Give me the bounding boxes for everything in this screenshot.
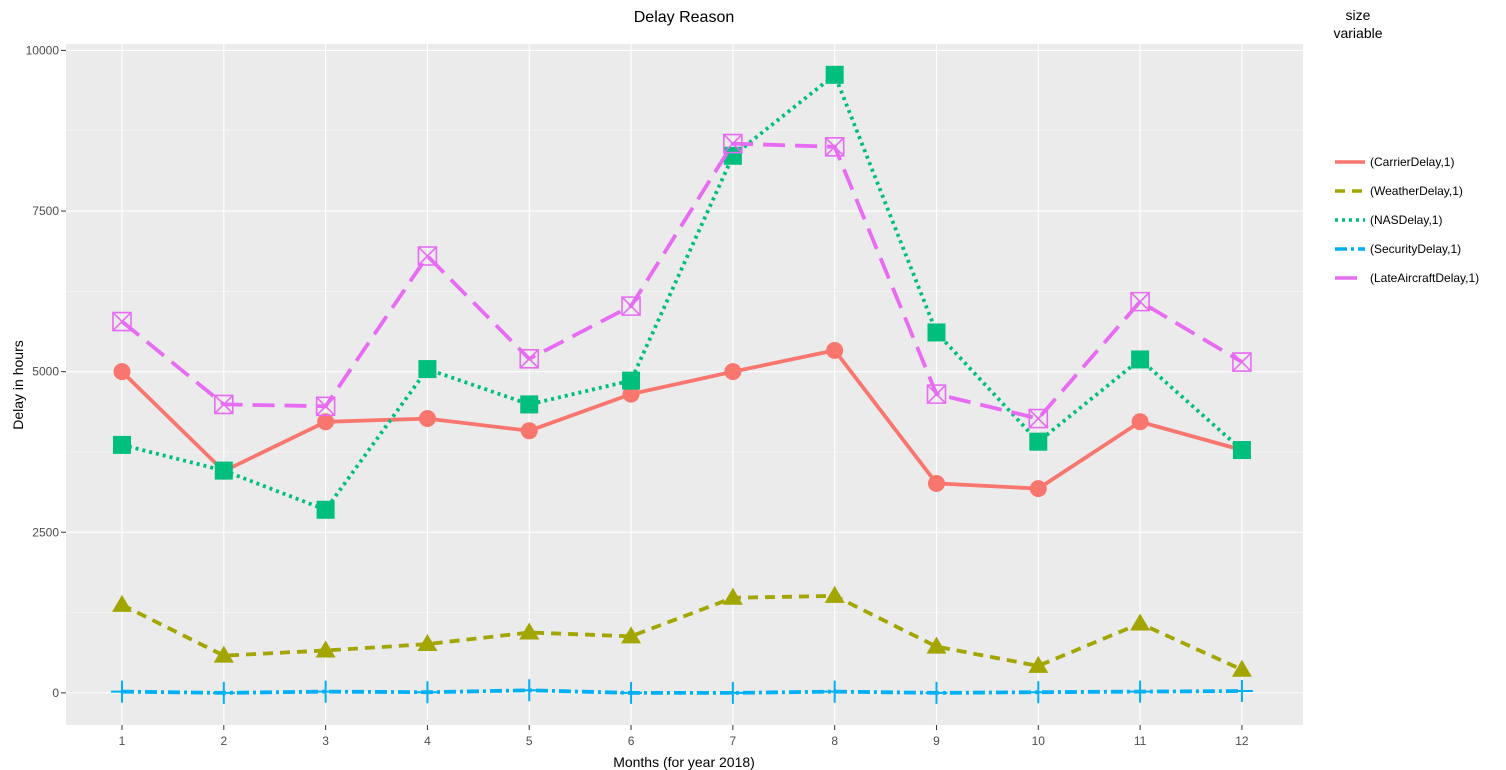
- data-point: [1232, 352, 1252, 372]
- legend-label: (NASDelay,1): [1370, 213, 1442, 227]
- x-tick-label: 5: [526, 734, 533, 748]
- x-tick-label: 11: [1134, 734, 1147, 748]
- x-tick-label: 9: [933, 734, 940, 748]
- data-point: [1131, 350, 1150, 369]
- data-point: [315, 640, 336, 658]
- data-point: [1230, 679, 1253, 702]
- data-point: [1027, 681, 1050, 704]
- data-point: [1232, 441, 1251, 460]
- data-point: [214, 394, 234, 415]
- data-point: [1130, 613, 1151, 631]
- data-point: [1131, 413, 1149, 431]
- data-point: [520, 422, 538, 440]
- series-2: [112, 65, 1251, 519]
- x-tick-label: 10: [1032, 734, 1046, 748]
- x-tick-label: 4: [424, 734, 431, 748]
- data-point: [1231, 659, 1252, 677]
- data-point: [823, 680, 846, 703]
- data-point: [1029, 480, 1047, 498]
- x-tick-label: 2: [220, 734, 227, 748]
- data-point: [519, 349, 540, 369]
- y-axis-ticks: 0 2500 5000 7500 10000: [26, 43, 66, 700]
- x-tick-label: 1: [119, 734, 126, 748]
- data-point: [826, 341, 844, 359]
- data-point: [315, 396, 336, 417]
- series-line: [120, 348, 1243, 491]
- y-axis-title: Delay in hours: [10, 340, 26, 430]
- data-point: [1028, 408, 1049, 429]
- x-tick-label: 7: [730, 734, 737, 748]
- data-point: [417, 246, 438, 266]
- data-point: [417, 634, 438, 652]
- legend-label: (CarrierDelay,1): [1370, 155, 1454, 169]
- legend: (CarrierDelay,1) (WeatherDelay,1) (NASDela…: [1335, 155, 1479, 285]
- y-tick-label: 2500: [32, 525, 59, 539]
- legend-title-size: size: [1346, 7, 1371, 23]
- plot-background: [66, 44, 1303, 725]
- y-tick-label: 5000: [32, 365, 59, 379]
- legend-label: (SecurityDelay,1): [1370, 242, 1461, 256]
- legend-title-variable: variable: [1333, 25, 1382, 41]
- data-point: [316, 500, 335, 519]
- legend-label: (LateAircraftDelay,1): [1370, 271, 1479, 285]
- x-tick-label: 3: [322, 734, 329, 748]
- data-point: [723, 146, 742, 165]
- series-1: [111, 585, 1252, 677]
- data-point: [1029, 432, 1048, 451]
- data-point: [418, 360, 437, 379]
- data-point: [112, 311, 132, 332]
- series-4: [112, 133, 1252, 429]
- data-point: [1129, 680, 1152, 703]
- data-point: [113, 363, 131, 381]
- data-point: [621, 296, 641, 316]
- data-point: [723, 133, 743, 154]
- data-point: [622, 371, 641, 390]
- data-point: [520, 395, 539, 414]
- data-point: [620, 681, 643, 704]
- data-point: [927, 323, 946, 342]
- data-point: [1130, 291, 1150, 312]
- x-tick-label: 8: [831, 734, 838, 748]
- data-point: [519, 622, 540, 640]
- data-point: [621, 626, 642, 644]
- data-point: [212, 681, 235, 704]
- data-point: [825, 65, 844, 84]
- data-point: [1028, 655, 1049, 673]
- x-axis-ticks: 1 2 3 4 5 6 7 8 9 10 11 12: [119, 725, 1249, 748]
- series-layer: [110, 65, 1253, 704]
- series-line: [121, 688, 1242, 695]
- data-point: [824, 585, 845, 603]
- x-axis-title: Months (for year 2018): [613, 754, 755, 770]
- x-tick-label: 12: [1235, 734, 1249, 748]
- data-point: [112, 435, 131, 454]
- data-point: [721, 681, 744, 704]
- data-point: [925, 681, 948, 704]
- data-point: [622, 385, 640, 403]
- data-point: [724, 363, 742, 381]
- series-3: [110, 679, 1253, 704]
- chart-title: Delay Reason: [634, 9, 735, 26]
- data-point: [926, 384, 947, 404]
- data-point: [824, 136, 845, 157]
- y-tick-label: 7500: [32, 204, 59, 218]
- data-point: [213, 645, 234, 663]
- data-point: [926, 636, 947, 654]
- data-point: [722, 587, 743, 605]
- data-point: [111, 594, 132, 612]
- data-point: [214, 461, 233, 480]
- data-point: [317, 413, 335, 431]
- series-line: [120, 141, 1243, 421]
- data-point: [416, 681, 439, 704]
- y-tick-label: 10000: [26, 43, 60, 57]
- data-point: [418, 410, 436, 428]
- legend-label: (WeatherDelay,1): [1370, 184, 1463, 198]
- x-tick-label: 6: [628, 734, 635, 748]
- y-tick-label: 0: [52, 686, 59, 700]
- data-point: [927, 474, 945, 492]
- data-point: [110, 680, 133, 703]
- series-line: [121, 72, 1244, 512]
- data-point: [314, 680, 337, 703]
- data-point: [518, 679, 541, 702]
